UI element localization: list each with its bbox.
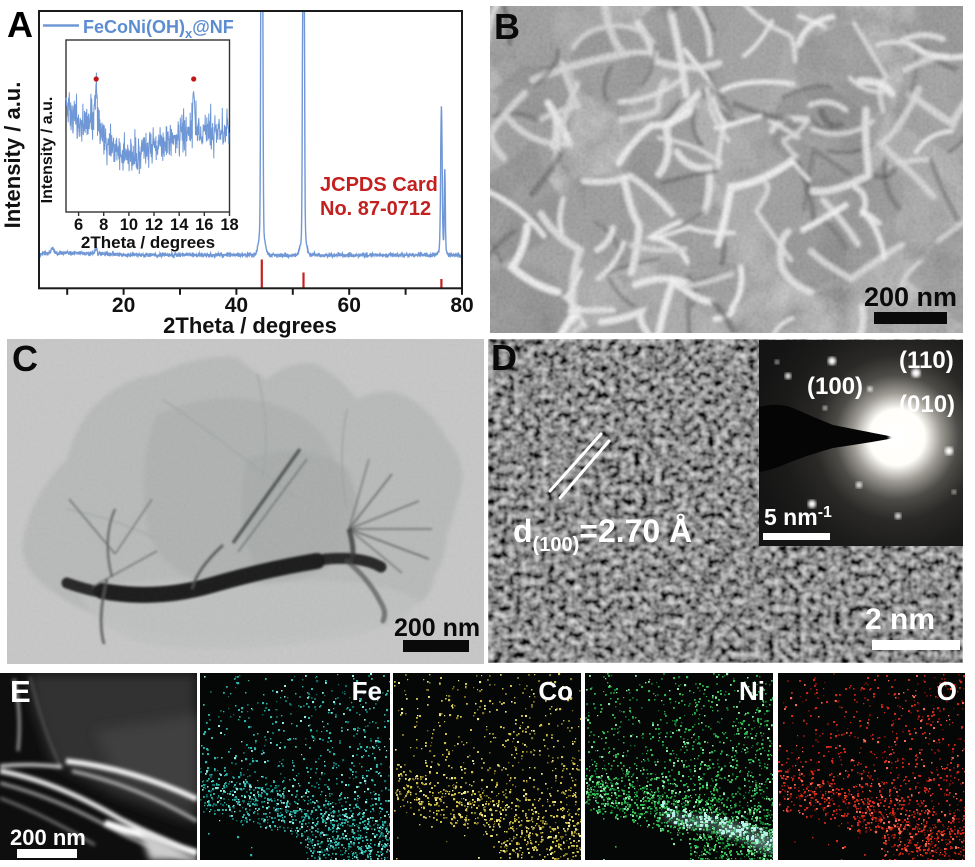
svg-text:E: E <box>10 674 31 709</box>
svg-text:C: C <box>12 339 38 379</box>
svg-text:O: O <box>937 676 957 706</box>
svg-text:200 nm: 200 nm <box>394 614 480 642</box>
svg-text:Ni: Ni <box>739 676 765 706</box>
svg-text:A: A <box>7 4 33 45</box>
svg-text:14: 14 <box>170 216 189 234</box>
svg-text:12: 12 <box>145 216 163 234</box>
svg-text:No. 87-0712: No. 87-0712 <box>320 198 431 220</box>
svg-text:Intensity / a.u.: Intensity / a.u. <box>39 97 56 204</box>
svg-text:2Theta / degrees: 2Theta / degrees <box>163 313 337 338</box>
svg-text:200 nm: 200 nm <box>864 282 957 312</box>
svg-text:80: 80 <box>450 294 473 317</box>
svg-text:D: D <box>491 339 517 378</box>
svg-text:(110): (110) <box>899 347 954 374</box>
svg-text:JCPDS Card: JCPDS Card <box>320 174 438 196</box>
svg-text:2 nm: 2 nm <box>865 603 935 636</box>
svg-text:Co: Co <box>538 676 573 706</box>
svg-text:(010): (010) <box>899 391 955 418</box>
svg-text:6: 6 <box>74 216 83 234</box>
svg-text:20: 20 <box>112 294 135 317</box>
svg-text:200 nm: 200 nm <box>10 825 86 850</box>
svg-text:18: 18 <box>220 216 238 234</box>
svg-text:16: 16 <box>195 216 213 234</box>
svg-text:60: 60 <box>338 294 361 317</box>
svg-text:Fe: Fe <box>352 676 382 706</box>
svg-text:B: B <box>494 6 520 47</box>
svg-text:FeCoNi(OH)x@NF: FeCoNi(OH)x@NF <box>83 17 234 41</box>
svg-text:d(100)=2.70 Å: d(100)=2.70 Å <box>513 513 692 556</box>
svg-text:10: 10 <box>120 216 138 234</box>
svg-text:(100): (100) <box>807 373 863 400</box>
svg-text:40: 40 <box>225 294 248 317</box>
svg-text:Intensity / a.u.: Intensity / a.u. <box>0 82 25 229</box>
svg-text:2Theta / degrees: 2Theta / degrees <box>81 233 215 252</box>
svg-text:8: 8 <box>99 216 108 234</box>
